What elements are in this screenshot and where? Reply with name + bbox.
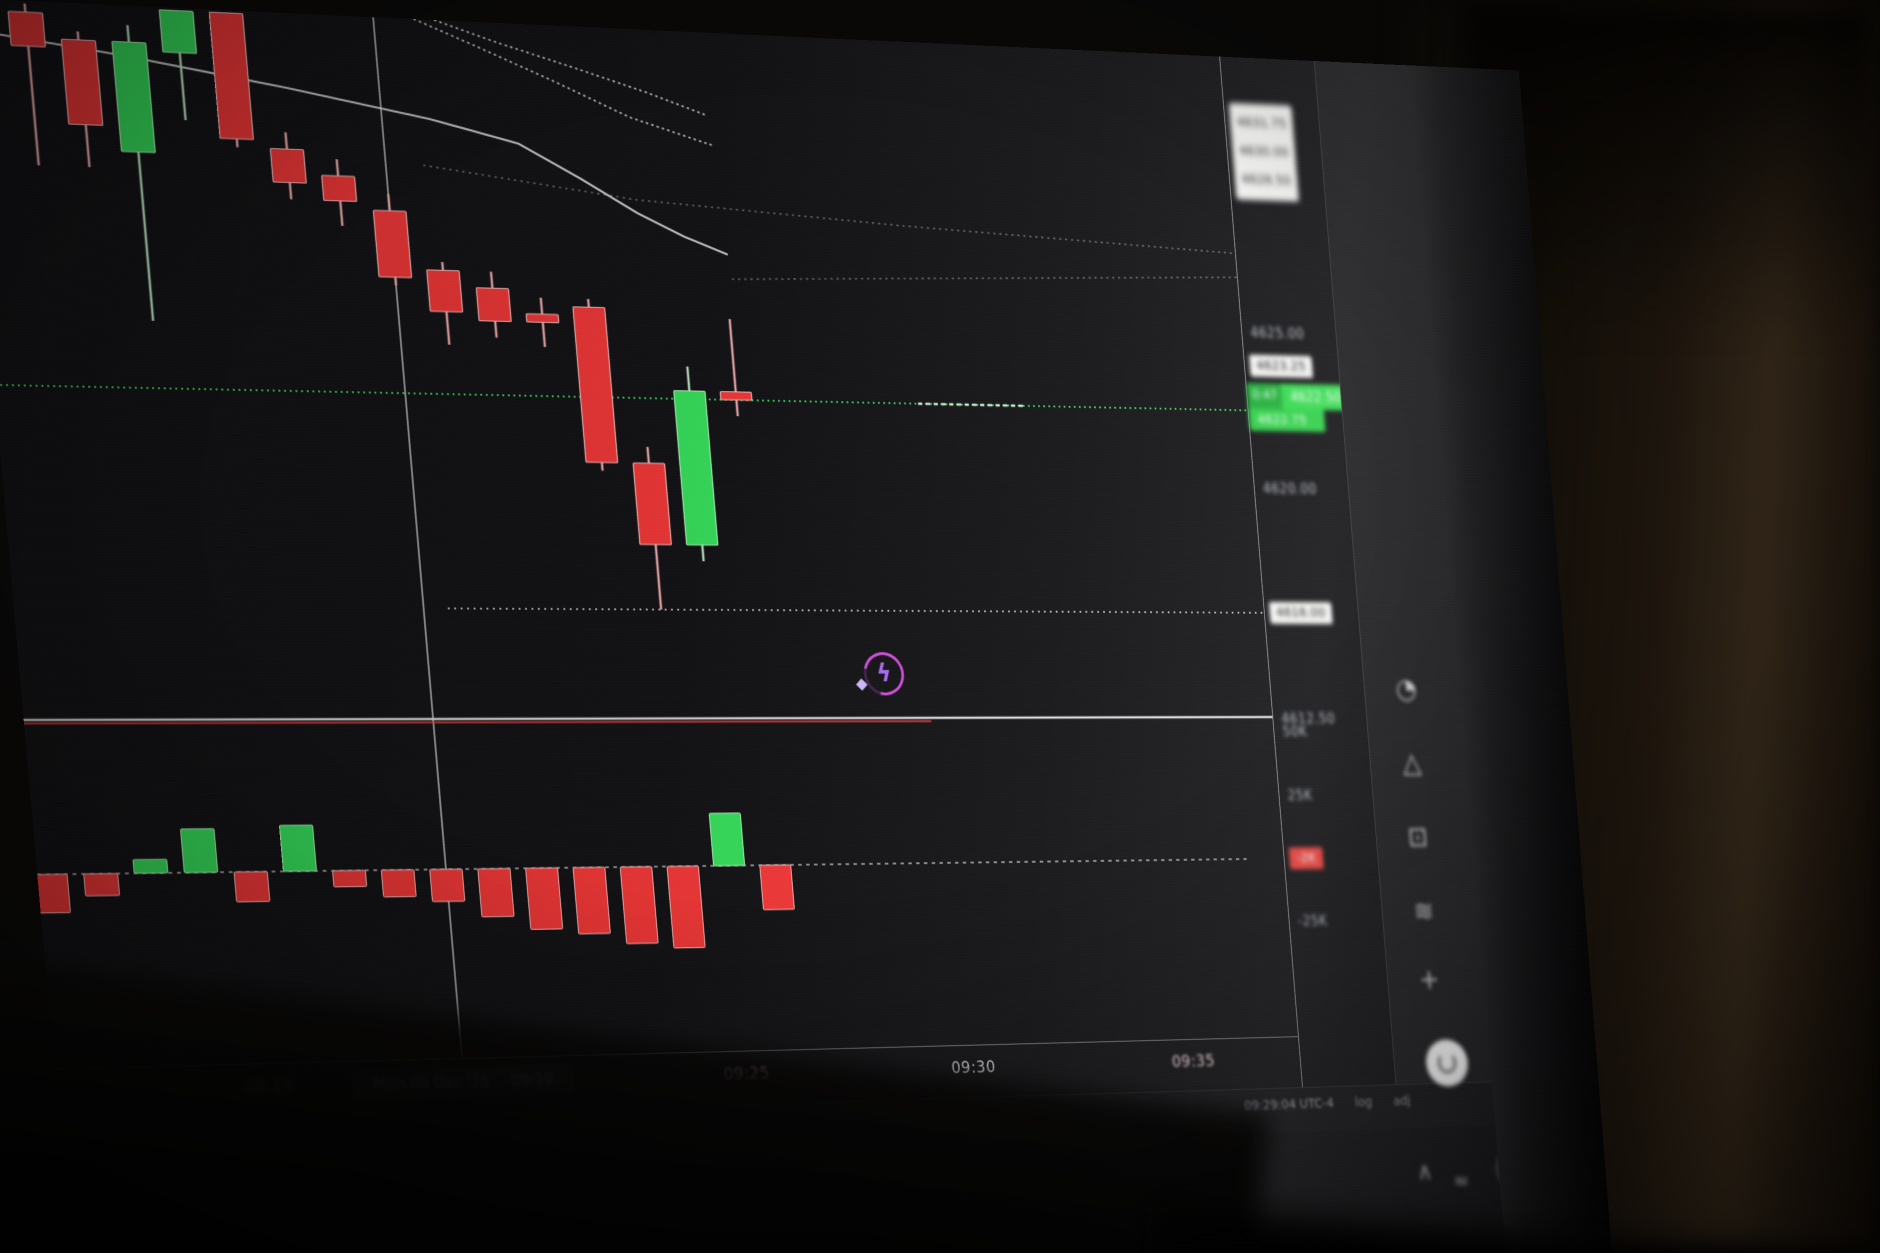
drawing-price-label: 4630.00 [1238, 143, 1290, 161]
time-tick: 09:35 [1171, 1052, 1216, 1072]
watchlist-clock-icon[interactable]: ◔ [1394, 673, 1418, 705]
volume-bar [333, 870, 367, 887]
candle-body [159, 10, 196, 54]
volume-bar [133, 859, 168, 873]
sparkle-icon: ◆ [855, 674, 869, 694]
wave-icon[interactable]: ≈ [1452, 1167, 1471, 1194]
last-price-secondary: 4622.75 [1248, 408, 1326, 433]
volume-bar [84, 874, 120, 896]
volume-bar [526, 868, 563, 930]
candle-body [61, 38, 105, 127]
adjust-data-button[interactable]: adj [1392, 1093, 1412, 1109]
last-price-label: 0:47 4622.50 4622.75 [1246, 382, 1352, 433]
volume-bar [760, 865, 795, 910]
volume-bar [279, 825, 316, 871]
alerts-icon[interactable]: △ [1401, 747, 1423, 780]
volume-tick: 50K [1281, 723, 1309, 740]
separator-red-line [24, 721, 931, 723]
candle-body [209, 12, 253, 139]
volume-bar [573, 867, 610, 934]
candle-body [720, 392, 752, 401]
volume-bar [478, 868, 514, 916]
candle-body [476, 288, 511, 322]
candle-body [373, 210, 411, 277]
white-level-line [448, 608, 1264, 612]
drawing-price-label: 4628.50 [1240, 172, 1292, 189]
volume-bar [667, 866, 705, 948]
volume-bar [430, 869, 465, 902]
data-feed-icon[interactable]: ≋ [1412, 895, 1436, 928]
screenshot-icon[interactable]: ⊡ [1406, 821, 1430, 854]
volume-tick: 25K [1287, 787, 1314, 804]
volume-bar [234, 872, 270, 902]
candle-body [322, 175, 357, 201]
bar-countdown: 0:47 [1246, 382, 1284, 410]
volume-bar [381, 870, 416, 897]
drawing-price-label: 4616.00 [1268, 601, 1333, 625]
chevron-up-icon[interactable]: ∧ [1416, 1158, 1434, 1186]
price-tick: 4625.00 [1249, 324, 1305, 343]
ai-spark-marker[interactable]: ϟ ◆ [855, 644, 912, 704]
candle-body [573, 307, 618, 463]
clock-utc[interactable]: 09:29:04 UTC-4 [1243, 1096, 1335, 1114]
candle-body [7, 10, 47, 48]
trend-upper-line [424, 165, 1235, 253]
candle-body [674, 391, 718, 546]
drawing-price-labels-box: 4631.75 4630.00 4628.50 [1228, 102, 1299, 202]
candle-wick [730, 319, 738, 416]
last-price-line [0, 385, 1248, 411]
volume-tick: -25K [1297, 912, 1329, 930]
log-scale-button[interactable]: log [1354, 1095, 1373, 1111]
volume-bar [33, 874, 71, 913]
crosshair-line [373, 17, 462, 1058]
candle-body [633, 463, 671, 545]
volume-bar [620, 867, 658, 944]
drawing-price-label: 4631.75 [1236, 115, 1287, 132]
lightning-bolt-icon: ϟ [875, 659, 893, 688]
add-tool-icon[interactable]: + [1417, 963, 1441, 996]
price-tick: 4620.00 [1262, 480, 1318, 498]
time-tick: 09:30 [950, 1058, 997, 1078]
candle-body [270, 148, 306, 183]
pane-separator [24, 717, 1273, 720]
trend-lower-line [731, 262, 1238, 294]
drawing-price-label: 4623.25 [1248, 354, 1314, 379]
candle-body [427, 270, 463, 312]
ma-fast-line [0, 28, 727, 254]
volume-bar [180, 829, 217, 873]
candle-body [112, 41, 155, 152]
volume-current-label: -2K [1288, 847, 1324, 870]
platform-logo-icon [1436, 1051, 1458, 1075]
ma-mid-line [435, 20, 708, 116]
volume-bar [709, 813, 745, 866]
candle-body [526, 314, 559, 323]
